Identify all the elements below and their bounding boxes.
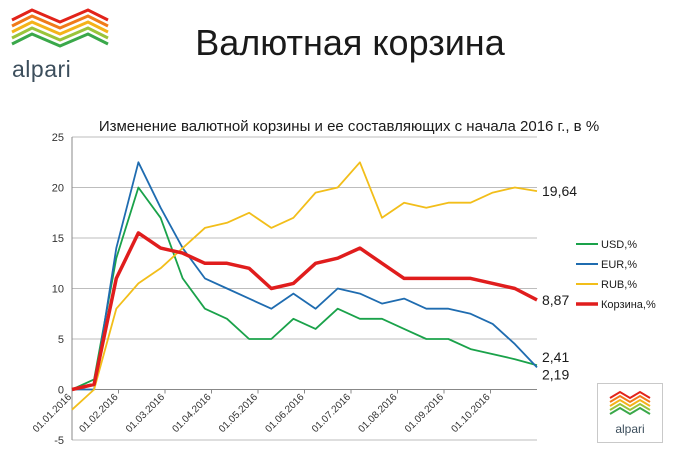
y-tick-label: -5	[54, 435, 64, 447]
series-line-usd	[71, 186, 538, 391]
series-line-basket	[71, 231, 538, 392]
brand-name-small: alpari	[615, 422, 645, 436]
x-tick-label: 01.10.2016	[449, 392, 492, 435]
legend-label-basket: Корзина,%	[601, 299, 656, 311]
y-tick-label: 5	[58, 334, 64, 346]
x-tick-label: 01.09.2016	[403, 392, 446, 435]
x-tick-label: 01.06.2016	[263, 392, 306, 435]
y-tick-label: 10	[52, 284, 64, 296]
end-label-eur: 2,19	[542, 366, 569, 382]
legend-label-eur: EUR,%	[601, 259, 637, 271]
alpari-small-chevrons-icon	[609, 390, 651, 416]
legend-label-usd: USD,%	[601, 239, 637, 251]
alpari-small-logo: alpari	[597, 383, 663, 443]
legend-label-rub: RUB,%	[601, 279, 637, 291]
x-tick-label: 01.05.2016	[217, 392, 260, 435]
series-line-eur	[72, 161, 538, 391]
x-tick-label: 01.01.2016	[31, 392, 74, 435]
chart-title: Изменение валютной корзины и ее составля…	[99, 118, 599, 135]
y-tick-label: 25	[52, 132, 64, 144]
y-tick-label: 15	[52, 233, 64, 245]
brand-name: alpari	[12, 56, 72, 82]
x-tick-label: 01.03.2016	[124, 392, 167, 435]
alpari-logo: alpari	[10, 6, 110, 84]
x-tick-label: 01.04.2016	[170, 392, 213, 435]
end-label-basket: 8,87	[542, 292, 569, 308]
x-tick-label: 01.08.2016	[356, 392, 399, 435]
end-label-usd: 2,41	[542, 349, 569, 365]
page-title: Валютная корзина	[195, 22, 505, 63]
y-tick-label: 0	[58, 385, 64, 397]
end-label-rub: 19,64	[542, 183, 577, 199]
y-tick-label: 20	[52, 183, 64, 195]
x-tick-label: 01.07.2016	[310, 392, 353, 435]
series-line-rub	[71, 161, 538, 411]
alpari-chevrons-icon	[11, 8, 109, 48]
